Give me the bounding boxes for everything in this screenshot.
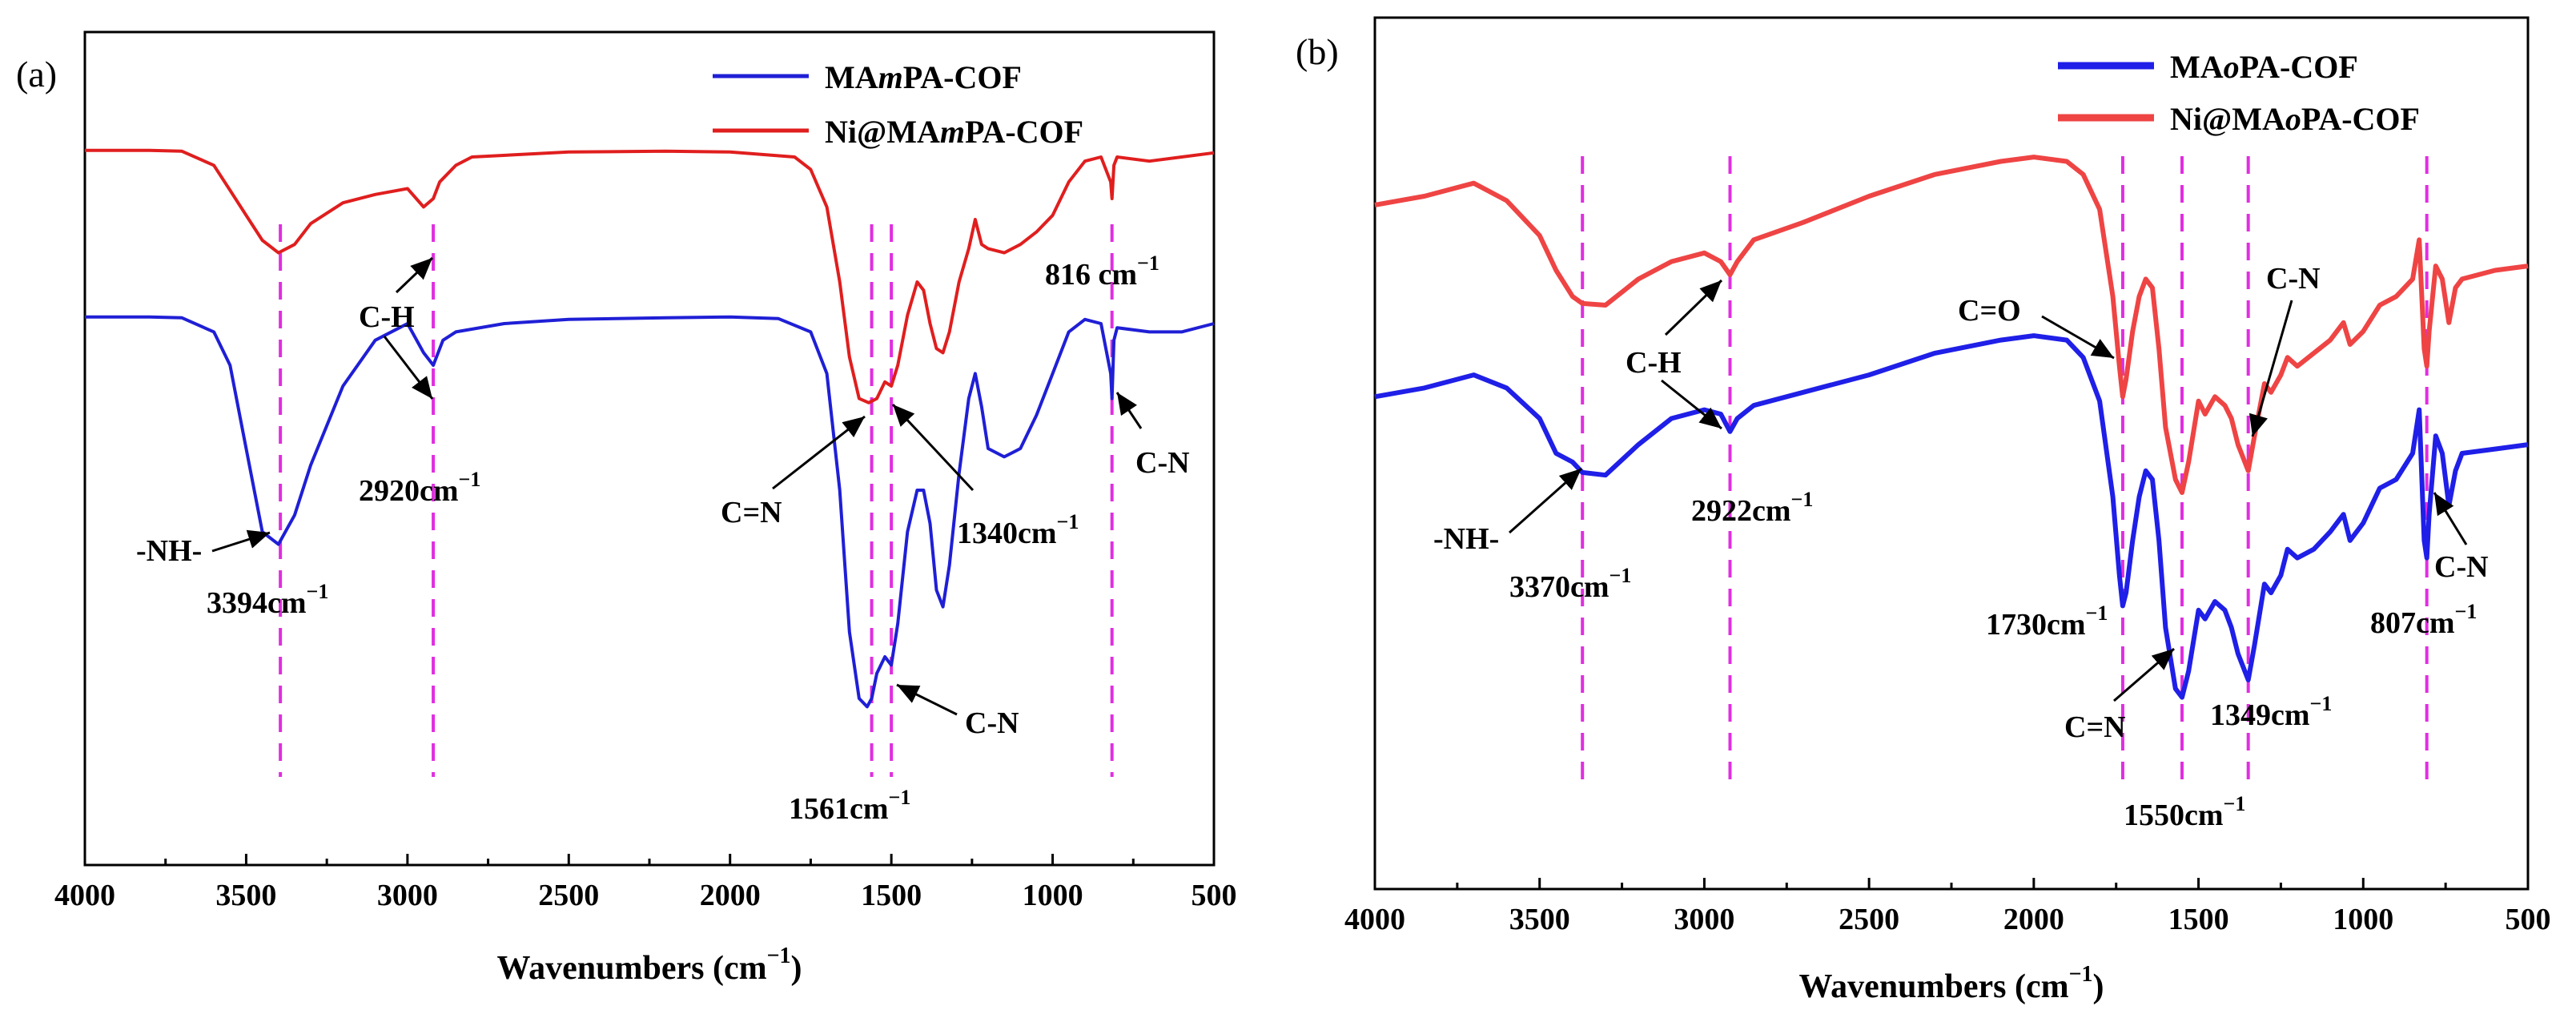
panel-a-series	[85, 148, 1215, 709]
anno-a-cn-lower-arrow	[896, 683, 958, 716]
panel-b-legend: MAoPA-COF Ni@MAoPA-COF	[2058, 49, 2420, 137]
legend-label-maopa-cof: MAoPA-COF	[2170, 49, 2358, 85]
panel-a-x-tick-label: 500	[1192, 879, 1237, 912]
panel-b-series-line-0	[1374, 333, 2529, 700]
panel-a-x-tick-label: 1500	[861, 879, 922, 912]
legend-label-ni-maopa-cof: Ni@MAoPA-COF	[2170, 101, 2420, 137]
panel-a-marker-lines	[279, 224, 1114, 777]
panel-b-series	[1374, 155, 2529, 700]
panel-b-marker-lines	[1581, 156, 2429, 785]
panel-b-x-tick-label: 2500	[1839, 903, 1899, 936]
panel-b-x-tick-label: 3500	[1509, 903, 1570, 936]
panel-a: (a) 4000 3500 3000 2500 2000 1500 1000 500 MAmP…	[16, 30, 1237, 987]
anno-a-ch-arrow-down	[383, 336, 434, 400]
anno-a-ch-label: C-H	[359, 300, 415, 334]
panel-b-label: (b)	[1296, 31, 1339, 72]
anno-b-nh-arrow	[1509, 467, 1582, 534]
anno-a-nh-label: -NH-	[136, 534, 202, 568]
anno-a-wn-2920: 2920cm−1	[359, 468, 480, 508]
anno-b-cn-top-arrow	[2248, 300, 2293, 437]
anno-a-wn-3394: 3394cm−1	[207, 580, 328, 620]
panel-a-x-tick-label: 4000	[54, 879, 115, 912]
anno-b-cn-top-label: C-N	[2266, 262, 2321, 296]
panel-b-x-tick-label: 2000	[2003, 903, 2064, 936]
anno-b-wn-2922: 2922cm−1	[1691, 488, 1813, 528]
panel-b: (b) 4000 3500 3000 2500 2000 1500 1000 500 MAoP…	[1296, 16, 2551, 1005]
anno-a-cn-lower-label: C-N	[965, 706, 1019, 740]
anno-b-ch-label: C-H	[1626, 346, 1682, 380]
anno-b-nh-label: -NH-	[1433, 522, 1499, 556]
anno-a-cn-double-arrow	[772, 415, 866, 490]
anno-b-co-arrow	[2041, 315, 2115, 360]
panel-a-label: (a)	[16, 54, 57, 95]
anno-a-cn-right-arrow	[1115, 392, 1143, 429]
anno-b-co-label: C=O	[1958, 294, 2021, 328]
anno-a-wn-1561: 1561cm−1	[789, 786, 910, 826]
panel-b-x-tick-label: 1000	[2333, 903, 2393, 936]
anno-a-1340-arrow	[891, 403, 975, 492]
panel-b-series-line-1	[1374, 155, 2529, 495]
anno-b-ch-arrow-down	[1661, 379, 1722, 430]
panel-b-x-ticks: 4000 3500 3000 2500 2000 1500 1000 500	[1344, 878, 2551, 936]
panel-a-series-line-1	[85, 148, 1215, 404]
anno-b-cn-double-label: C=N	[2064, 710, 2126, 744]
panel-a-plot-frame	[83, 30, 1216, 867]
panel-b-x-axis-label: Wavenumbers (cm−1)	[1798, 962, 2104, 1005]
anno-b-ch-arrow-up	[1664, 279, 1723, 336]
anno-b-wn-3370: 3370cm−1	[1509, 564, 1631, 604]
anno-a-cn-double-label: C=N	[721, 496, 782, 529]
anno-b-cn-double-arrow	[2113, 647, 2175, 702]
panel-a-x-tick-label: 3000	[377, 879, 438, 912]
anno-a-cn-right-label: C-N	[1135, 446, 1190, 480]
panel-b-x-tick-label: 4000	[1344, 903, 1405, 936]
anno-b-cn-right-label: C-N	[2434, 550, 2489, 584]
panel-a-annotations: C-H 2920cm−1 -NH- 3394cm−1 C=N 1340cm−1 …	[136, 251, 1190, 826]
panel-a-series-line-0	[85, 315, 1215, 709]
anno-a-wn-816: 816 cm−1	[1045, 251, 1159, 292]
panel-a-x-tick-label: 3500	[215, 879, 276, 912]
anno-b-wn-807: 807cm−1	[2370, 600, 2477, 640]
panel-b-x-tick-label: 3000	[1674, 903, 1734, 936]
legend-label-mampa-cof: MAmPA-COF	[825, 59, 1022, 95]
legend-label-ni-mampa-cof: Ni@MAmPA-COF	[825, 114, 1083, 150]
anno-a-nh-arrow	[211, 529, 271, 553]
panel-b-annotations: C-H 2922cm−1 -NH- 3370cm−1 C=O 1730cm−1 …	[1433, 262, 2489, 832]
panel-b-x-tick-label: 500	[2506, 903, 2551, 936]
anno-b-wn-1730: 1730cm−1	[1986, 602, 2108, 642]
anno-b-wn-1349: 1349cm−1	[2210, 692, 2332, 732]
panel-a-x-ticks: 4000 3500 3000 2500 2000 1500 1000 500	[54, 854, 1237, 912]
panel-a-legend: MAmPA-COF Ni@MAmPA-COF	[713, 59, 1083, 150]
anno-a-ch-arrow-up	[395, 256, 434, 294]
panel-b-plot-frame	[1373, 16, 2530, 891]
anno-b-cn-right-arrow	[2433, 492, 2468, 545]
panel-a-x-tick-label: 1000	[1023, 879, 1083, 912]
anno-b-wn-1550: 1550cm−1	[2124, 792, 2245, 832]
panel-a-x-tick-label: 2000	[700, 879, 761, 912]
panel-a-x-tick-label: 2500	[538, 879, 599, 912]
panel-b-x-tick-label: 1500	[2168, 903, 2229, 936]
panel-a-x-axis-label: Wavenumbers (cm−1)	[496, 944, 802, 987]
anno-a-wn-1340: 1340cm−1	[957, 510, 1079, 550]
